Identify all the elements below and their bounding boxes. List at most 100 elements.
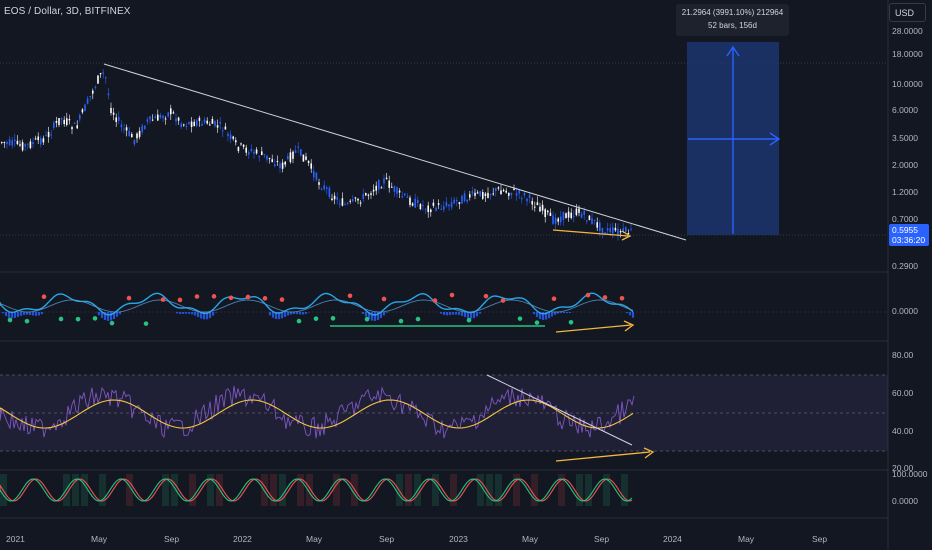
- stoch-background-bar: [279, 474, 286, 506]
- price-candle: [196, 120, 198, 126]
- last-price-value: 0.5955: [892, 225, 918, 235]
- price-candle: [508, 192, 510, 196]
- stoch-background-bar: [207, 474, 214, 506]
- measure-arrowhead: [726, 45, 740, 57]
- price-candle: [27, 143, 29, 145]
- oscillator-signal-dot: [551, 296, 557, 302]
- oscillator-signal-dot: [517, 316, 523, 321]
- price-candle: [453, 199, 455, 204]
- time-axis-label: 2024: [663, 534, 682, 544]
- oscillator-signal-dot: [313, 316, 319, 321]
- price-candle: [599, 222, 601, 232]
- price-candle: [359, 202, 362, 204]
- price-axis-label: 28.0000: [892, 26, 923, 36]
- price-axis-label: 3.5000: [892, 133, 918, 143]
- price-candle: [424, 208, 427, 210]
- symbol-title[interactable]: EOS / Dollar, 3D, BITFINEX: [4, 6, 131, 17]
- stoch-background-bar: [486, 474, 493, 506]
- price-candle: [362, 194, 364, 199]
- price-candle: [450, 202, 453, 208]
- price-candle: [24, 144, 26, 147]
- price-candle: [84, 104, 86, 112]
- oscillator-signal-dot: [568, 320, 574, 325]
- price-candle: [242, 144, 245, 147]
- price-candle: [14, 139, 16, 142]
- price-candle: [357, 198, 359, 201]
- price-candle: [534, 206, 536, 208]
- price-candle: [224, 126, 227, 130]
- oscillator-signal-dot: [534, 320, 540, 325]
- time-axis-label: May: [738, 534, 755, 544]
- price-candle: [320, 188, 323, 190]
- stoch-background-bar: [531, 474, 538, 506]
- stoch-background-bar: [396, 474, 403, 506]
- price-candle: [162, 115, 164, 119]
- price-candle: [323, 185, 325, 190]
- price-candle: [34, 138, 37, 140]
- price-candle: [227, 133, 229, 136]
- price-candle: [541, 204, 544, 211]
- price-candle: [427, 205, 429, 213]
- price-axis-label: 0.2900: [892, 261, 918, 271]
- price-candle: [86, 98, 89, 104]
- price-axis-label: 1.2000: [892, 187, 918, 197]
- price-candle: [502, 189, 505, 192]
- time-axis-label: May: [91, 534, 108, 544]
- price-candle: [492, 193, 494, 195]
- price-candle: [391, 186, 393, 188]
- price-candle: [287, 156, 289, 160]
- price-candle: [463, 193, 466, 201]
- price-candle: [461, 195, 463, 204]
- price-candle: [50, 134, 52, 136]
- price-candle: [430, 209, 432, 213]
- rsi-trendline: [486, 374, 633, 446]
- price-axis-label: 6.0000: [892, 105, 918, 115]
- price-candle: [250, 148, 253, 152]
- price-candle: [271, 159, 273, 162]
- time-axis-label: Sep: [379, 534, 395, 544]
- currency-button[interactable]: USD: [889, 3, 926, 22]
- price-candle: [328, 187, 331, 198]
- price-candle: [110, 107, 112, 114]
- price-candle: [513, 188, 515, 190]
- price-support-arrowhead: [621, 230, 632, 241]
- price-axis-label: 18.0000: [892, 49, 923, 59]
- price-candle: [281, 162, 284, 169]
- stoch-background-bar: [576, 474, 583, 506]
- oscillator-signal-dot: [143, 321, 149, 326]
- price-candle: [435, 207, 437, 211]
- price-candle: [79, 114, 81, 120]
- price-candle: [627, 232, 630, 235]
- price-candle: [448, 204, 450, 207]
- stoch-background-bar: [189, 474, 196, 506]
- price-candle: [47, 131, 50, 137]
- price-candle: [193, 121, 195, 127]
- price-candle: [188, 121, 190, 125]
- price-candle: [276, 160, 279, 162]
- price-candle: [19, 144, 21, 146]
- oscillator-signal-dot: [7, 317, 13, 323]
- price-candle: [484, 193, 487, 197]
- stoch-axis-label: 100.0000: [892, 469, 928, 479]
- price-candle: [419, 204, 422, 210]
- price-candle: [170, 108, 172, 115]
- price-candle: [406, 196, 409, 198]
- oscillator-signal-dot: [398, 318, 404, 324]
- oscillator-signal-dot: [432, 298, 438, 303]
- price-candle: [331, 198, 333, 201]
- price-candle: [346, 203, 349, 205]
- price-candle: [552, 215, 554, 224]
- price-candle: [510, 192, 513, 196]
- price-candle: [120, 124, 123, 128]
- price-candle: [115, 117, 117, 122]
- price-candle: [123, 128, 125, 130]
- price-candle: [554, 217, 557, 224]
- price-candle: [102, 72, 104, 74]
- price-candle: [21, 142, 24, 151]
- price-candle: [133, 139, 136, 145]
- price-candle: [300, 149, 302, 156]
- oscillator-signal-dot: [449, 292, 455, 298]
- price-candle: [375, 185, 377, 191]
